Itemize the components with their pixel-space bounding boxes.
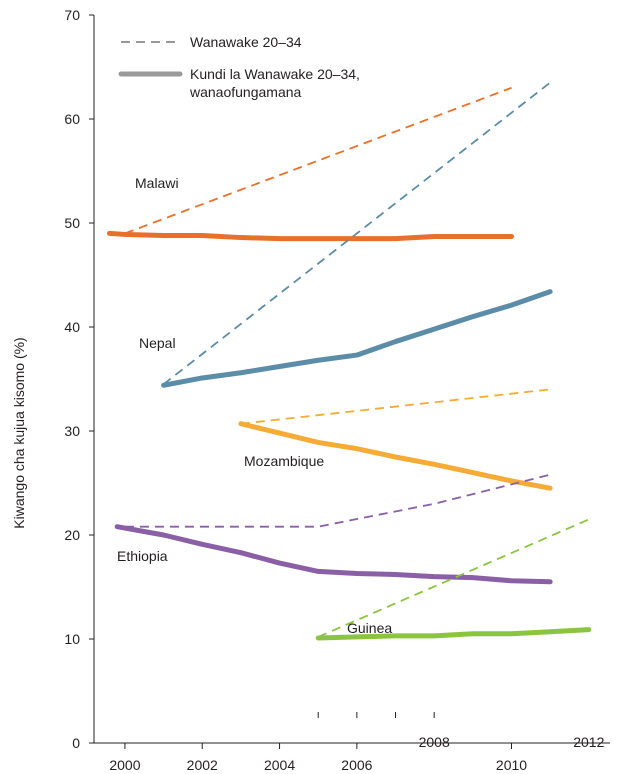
guinea-solid-line xyxy=(315,627,592,641)
nepal-dashed-line xyxy=(163,81,551,385)
x-tick-label: 2000 xyxy=(109,757,140,773)
legend-dashed-label: Wanawake 20–34 xyxy=(190,34,302,50)
x-ticks: 2000 2002 2004 2006 2010 2008 2012 xyxy=(109,712,605,773)
country-labels: Malawi Nepal Mozambique Ethiopia Guinea xyxy=(117,175,392,636)
y-ticks: 0 10 20 30 40 50 60 70 xyxy=(64,7,94,751)
y-tick-label: 0 xyxy=(72,735,80,751)
malawi-dashed-line xyxy=(124,86,512,235)
x-axis: 2000 2002 2004 2006 2010 2008 2012 xyxy=(94,712,610,773)
nepal-label: Nepal xyxy=(139,335,176,351)
x-tick-label: 2002 xyxy=(187,757,218,773)
x-tick-label: 2006 xyxy=(341,757,372,773)
ethiopia-dashed-line xyxy=(124,473,551,528)
y-tick-label: 60 xyxy=(64,111,80,127)
x-tick-label: 2004 xyxy=(264,757,295,773)
nepal-solid-line xyxy=(161,289,553,388)
malawi-label: Malawi xyxy=(135,175,179,191)
guinea-label: Guinea xyxy=(347,620,392,636)
x-tick-label-raised: 2012 xyxy=(573,734,604,750)
ethiopia-label: Ethiopia xyxy=(117,548,168,564)
y-tick-label: 20 xyxy=(64,527,80,543)
y-tick-label: 30 xyxy=(64,423,80,439)
legend: Wanawake 20–34 Kundi la Wanawake 20–34, w… xyxy=(118,34,360,100)
legend-solid-label-line: Kundi la Wanawake 20–34, xyxy=(190,66,360,82)
x-tick-label-raised: 2008 xyxy=(419,734,450,750)
legend-solid-label-line: wanaofungamana xyxy=(189,84,302,100)
x-tick-label: 2010 xyxy=(496,757,527,773)
ethiopia-solid-line xyxy=(114,524,553,585)
y-tick-label: 50 xyxy=(64,215,80,231)
y-axis-title: Kiwango cha kujua kisomo (%) xyxy=(11,337,27,528)
mozambique-solid-line xyxy=(238,421,553,491)
malawi-solid-line xyxy=(106,230,514,242)
legend-solid-label: Kundi la Wanawake 20–34, wanaofungamana xyxy=(189,66,360,100)
y-tick-label: 40 xyxy=(64,319,80,335)
guinea-dashed-line xyxy=(317,518,590,638)
y-axis: 0 10 20 30 40 50 60 70 Kiwango cha kujua kisomo… xyxy=(11,7,95,751)
y-tick-label: 10 xyxy=(64,631,80,647)
mozambique-dashed-line xyxy=(240,388,551,425)
mozambique-label: Mozambique xyxy=(244,453,324,469)
series-layer xyxy=(106,81,592,641)
y-tick-label: 70 xyxy=(64,7,80,23)
